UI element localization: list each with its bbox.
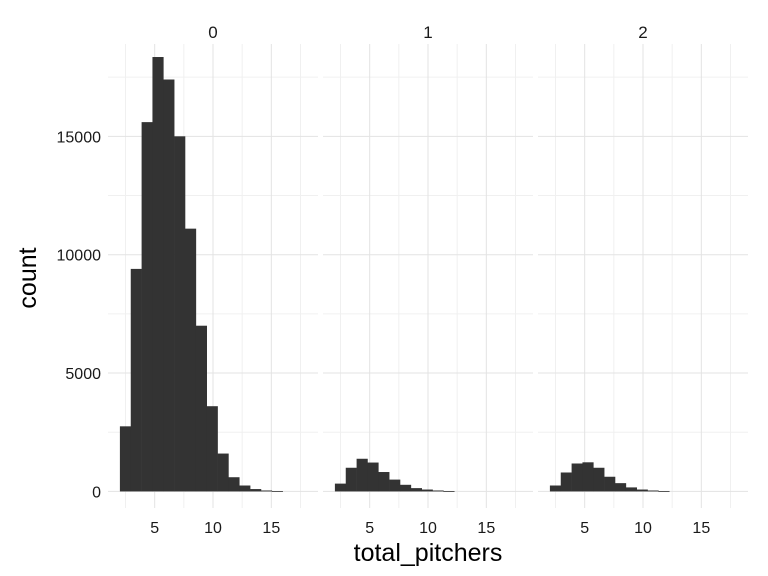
histogram-bar	[658, 491, 670, 492]
histogram-bar	[636, 489, 648, 492]
facet-strip-label: 0	[208, 23, 217, 42]
x-tick-label: 15	[262, 520, 280, 537]
histogram-bar	[582, 462, 594, 492]
histogram-bar	[421, 489, 433, 492]
histogram-bar	[560, 472, 572, 492]
histogram-bar	[217, 453, 229, 492]
histogram-bar	[593, 467, 605, 492]
histogram-bar	[239, 485, 251, 492]
x-tick-label: 15	[477, 520, 495, 537]
histogram-bar	[119, 426, 132, 492]
histogram-bar	[271, 491, 283, 492]
y-tick-label: 15000	[57, 129, 102, 146]
x-tick-label: 15	[692, 520, 710, 537]
histogram-bar	[130, 268, 142, 492]
histogram-bar	[356, 458, 368, 492]
histogram-bar	[400, 484, 412, 492]
y-axis: 0 5000 10000 15000	[57, 129, 102, 501]
facet-panel-0: 0 5 10 15	[108, 23, 318, 537]
x-tick-label: 5	[150, 520, 159, 537]
histogram-bar	[334, 483, 347, 492]
histogram-bar	[228, 477, 240, 492]
histogram-bar	[195, 325, 207, 492]
y-axis-title: count	[14, 247, 42, 308]
histogram-bar	[647, 490, 659, 492]
histogram-bar	[206, 406, 218, 492]
histogram-bar	[174, 136, 186, 492]
histogram-bar	[389, 479, 401, 492]
x-tick-label: 5	[365, 520, 374, 537]
y-tick-label: 0	[92, 484, 101, 501]
histogram-bar	[571, 463, 583, 492]
x-tick-label: 5	[580, 520, 589, 537]
x-tick-label: 10	[204, 520, 222, 537]
y-tick-label: 10000	[57, 248, 102, 265]
x-tick-label: 10	[419, 520, 437, 537]
histogram-bar	[443, 491, 455, 492]
histogram-bar	[615, 483, 627, 492]
histogram-bar	[250, 489, 262, 492]
histogram-bar	[378, 472, 390, 492]
histogram-bar	[260, 490, 273, 492]
facet-panel-2: 2 5 10 15	[538, 23, 748, 537]
histogram-bar	[625, 487, 637, 492]
x-axis-title: total_pitchers	[354, 539, 503, 567]
histogram-bar	[367, 462, 379, 492]
histogram-bar	[163, 79, 175, 492]
x-tick-label: 10	[634, 520, 652, 537]
histogram-bar	[432, 490, 444, 492]
histogram-bar	[185, 228, 197, 492]
histogram-bar	[152, 57, 164, 492]
facet-strip-label: 1	[423, 23, 432, 42]
histogram-bar	[549, 485, 562, 492]
histogram-bar	[345, 467, 357, 492]
histogram-bar	[604, 476, 616, 492]
facet-panel-1: 15 10 15	[323, 23, 533, 537]
facet-strip-label: 2	[638, 23, 647, 42]
histogram-bar	[141, 122, 153, 492]
y-tick-label: 5000	[65, 366, 101, 383]
histogram-bar	[410, 488, 422, 492]
